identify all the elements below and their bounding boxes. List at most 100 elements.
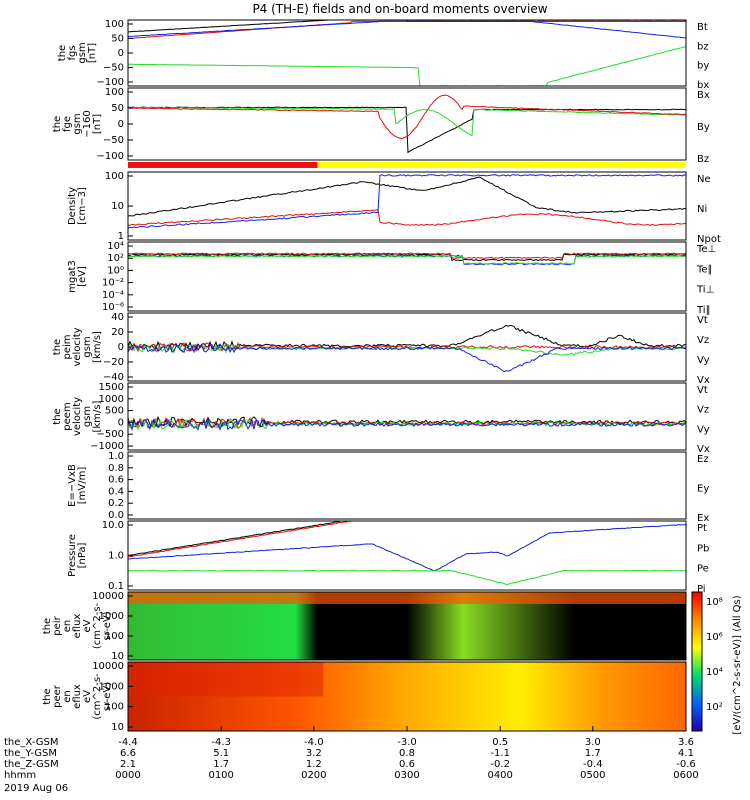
panel-frame-temp: [127, 241, 687, 312]
plot-area-fgs: [127, 19, 687, 87]
y-tick-label: 10: [111, 722, 124, 733]
panel-peir: 10000 1000 100 10 thepeirenefluxeV(cm^2-s-sr…: [42, 591, 687, 662]
temp-series-3: [127, 255, 687, 265]
y-axis-label-line: [km/s]: [92, 400, 103, 432]
y-axis-label-line: [nT]: [87, 43, 98, 63]
y-axis-label-line: [km/s]: [92, 331, 103, 363]
legend-efield-1: Ey: [697, 484, 709, 495]
y-axis-label-line: E=−VxB: [67, 464, 78, 507]
fgs-series-2: [127, 20, 687, 39]
y-tick-label: 1000: [99, 394, 124, 405]
spectrogram-low-band: [128, 662, 324, 697]
x-tick-label: -0.6: [676, 759, 696, 770]
peem-series-3: [127, 417, 687, 432]
y-tick-label: 100: [105, 87, 124, 98]
legend-pressure-3: Pi: [697, 584, 706, 595]
y-tick-label: 10⁻⁴: [102, 290, 124, 301]
spectrogram-top-band: [128, 592, 686, 604]
colorbar-tick: 10²: [706, 702, 723, 713]
mode-bar: [128, 162, 686, 168]
y-tick-label: 10000: [92, 591, 124, 602]
y-tick-label: 1: [118, 231, 124, 242]
x-tick-label: 0.6: [399, 759, 415, 770]
panel-density: 100 10 1 Density[cm−3] Ne Ni Npot: [67, 171, 721, 245]
x-row-label: the_Y-GSM: [4, 748, 57, 759]
x-tick-label: -0.4: [583, 759, 603, 770]
fge-series-2: [127, 94, 687, 140]
y-tick-label: 0.4: [108, 486, 124, 497]
legend-pressure-1: Pb: [697, 543, 709, 554]
legend-peem-3: Vx: [697, 444, 710, 455]
legend-pressure-0: Pt: [697, 523, 707, 534]
y-axis-label-line: gsm: [77, 42, 88, 63]
fge-series-1: [127, 106, 687, 137]
y-tick-label: 0: [118, 417, 124, 428]
x-tick-label: -4.0: [304, 737, 324, 748]
y-tick-label: 0.2: [108, 498, 124, 509]
x-tick-label: -4.4: [118, 737, 138, 748]
y-tick-label: 10: [111, 201, 124, 212]
y-tick-label: 50: [111, 34, 124, 45]
y-axis-label-line: eflux: [72, 614, 83, 639]
x-tick-label: 1.7: [213, 759, 229, 770]
x-tick-label: -4.3: [211, 737, 231, 748]
legend-density-1: Ni: [697, 204, 707, 215]
y-axis-label-line: peem: [62, 402, 73, 430]
y-axis-label-efield: E=−VxB[mV/m]: [67, 464, 88, 507]
legend-temp-1: Te∥: [696, 264, 713, 275]
y-axis-label-line: velocity: [72, 327, 83, 366]
legend-temp-0: Te⊥: [696, 244, 716, 255]
y-axis-label-line: fge: [62, 116, 73, 132]
y-axis-label-line: en: [62, 620, 73, 633]
x-tick-label: 0100: [208, 770, 233, 781]
fgs-series-3: [127, 46, 687, 87]
y-tick-label: −40: [103, 372, 124, 383]
y-axis-label-line: (cm^2-s-: [92, 602, 103, 649]
y-axis-label-line: −160: [82, 110, 93, 137]
plot-area-pressure: [127, 520, 687, 591]
y-tick-label: −100: [97, 151, 124, 162]
plot-area-efield: [127, 451, 687, 520]
x-tick-label: 0600: [673, 770, 698, 781]
y-axis-label-line: gsm: [72, 113, 83, 134]
y-axis-label-line: peir: [52, 615, 63, 635]
legend-peim-3: Vx: [697, 375, 710, 386]
legend-peem-2: Vy: [697, 424, 710, 435]
y-tick-label: 10⁻²: [102, 278, 124, 289]
y-axis-label-line: en: [62, 690, 73, 703]
mode-bar-yellow: [317, 162, 686, 168]
panel-efield: 1.00.80.60.40.20.0 E=−VxB[mV/m] Ez Ey Ex: [67, 451, 709, 524]
y-axis-label-line: [cm−3]: [77, 187, 88, 225]
x-axis-block: the_X-GSM -4.4 -4.3 -4.0 -3.0 0.5 3.0 3.6 the_Y-…: [4, 726, 699, 794]
x-tick-label: 3.2: [306, 748, 322, 759]
y-axis-label-line: velocity: [72, 397, 83, 436]
y-axis-label-line: the: [52, 116, 63, 132]
x-tick-label: -3.0: [397, 737, 417, 748]
density-series-1: [127, 208, 687, 226]
colorbar-tick: 10⁴: [706, 667, 723, 678]
x-tick-label: 5.1: [213, 748, 229, 759]
colorbar-tick: 10⁶: [706, 632, 723, 643]
legend-fgs-1: bz: [697, 41, 709, 52]
y-axis-label-fgs: thefgsgsm[nT]: [57, 42, 98, 63]
x-tick-label: -1.1: [490, 748, 510, 759]
x-row-label: the_X-GSM: [4, 737, 58, 748]
pressure-series-3: [127, 569, 687, 585]
y-tick-label: 100: [105, 702, 124, 713]
y-axis-label-pressure: Pressure[nPa]: [67, 534, 88, 577]
plot-title: P4 (TH-E) fields and on-board moments ov…: [252, 2, 547, 16]
y-axis-label-line: eV: [82, 619, 93, 632]
x-tick-label: 0.8: [399, 748, 415, 759]
x-tick-label: 4.1: [678, 748, 694, 759]
y-axis-label-line: sr-eV): [102, 611, 113, 640]
temp-series-1: [127, 252, 687, 260]
panel-peer: 10000 1000 100 10 thepeerenefluxeV(cm^2-s-sr…: [42, 661, 687, 733]
x-tick-label: 0000: [115, 770, 140, 781]
legend-fgs-2: by: [697, 61, 709, 72]
y-tick-label: 0.8: [108, 463, 124, 474]
x-tick-label: 0.5: [492, 737, 508, 748]
panel-peim: 40200−20−40thepeimvelocitygsm[km/s]VtVzV…: [52, 312, 710, 386]
y-tick-label: 10.0: [102, 520, 124, 531]
